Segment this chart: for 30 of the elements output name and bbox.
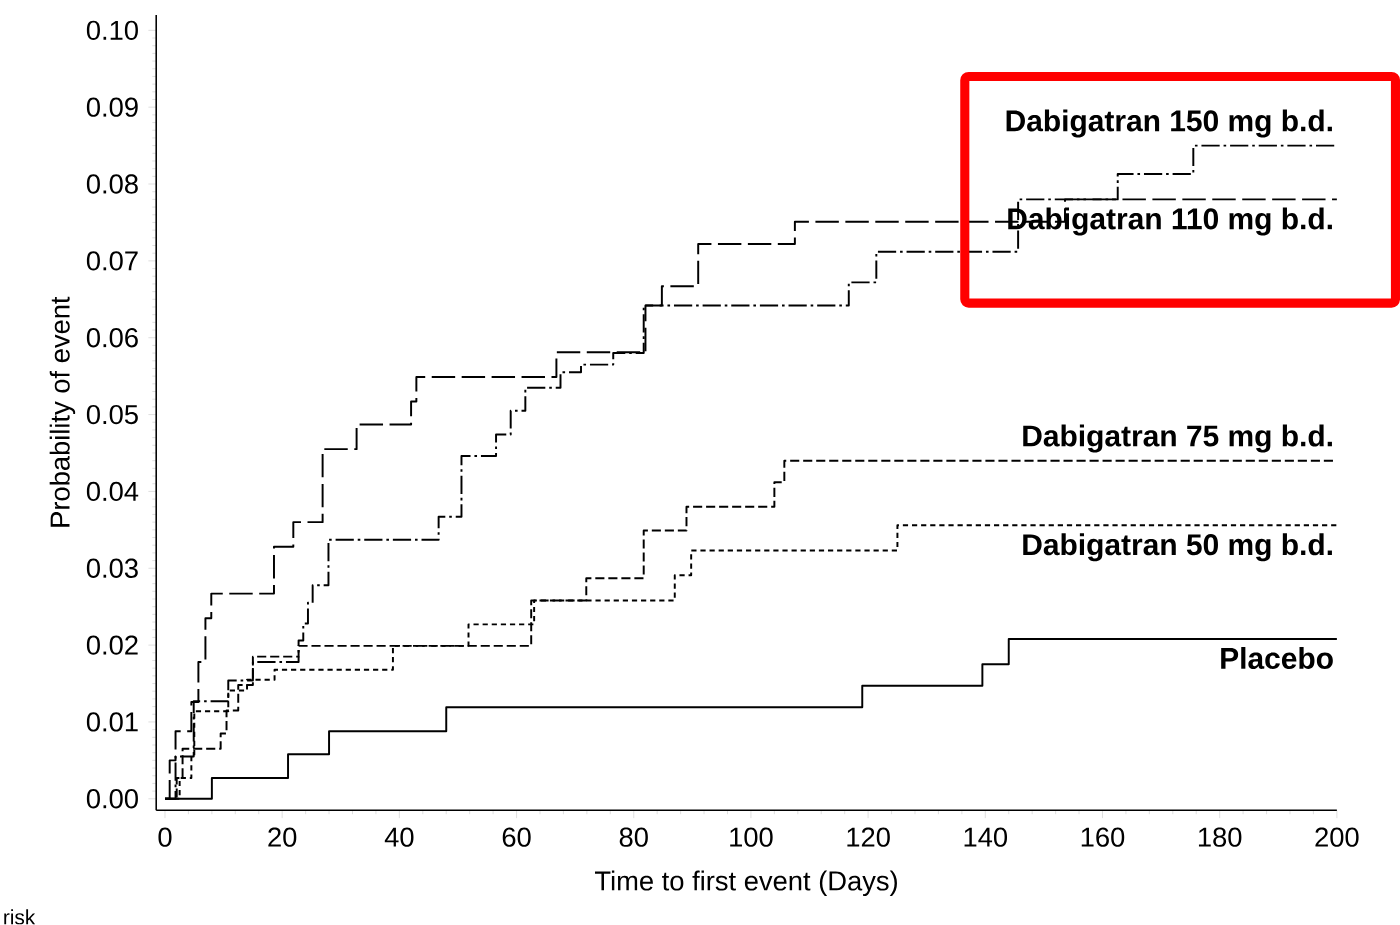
series-label: Placebo — [1221, 647, 1333, 670]
y-tick-label: 0.09 — [86, 97, 138, 118]
x-axis-title: Time to first event (Days) — [595, 870, 897, 897]
x-tick-label: 20 — [268, 827, 297, 848]
y-tick-label: 0.07 — [86, 251, 138, 271]
y-tick-label: 0.05 — [86, 405, 138, 425]
y-tick-label: 0.00 — [86, 789, 138, 809]
x-tick-label: 140 — [964, 827, 1008, 848]
x-tick-label: 0 — [158, 827, 172, 848]
y-tick-label: 0.08 — [86, 174, 138, 194]
y-tick-label: 0.06 — [86, 328, 138, 348]
x-tick-label: 40 — [384, 827, 414, 848]
y-tick-label: 0.04 — [86, 481, 139, 502]
x-tick-label: 200 — [1315, 827, 1359, 848]
series-label: Dabigatran 75 mg b.d. — [1023, 424, 1332, 453]
x-tick-label: 180 — [1198, 827, 1242, 848]
x-tick-label: 60 — [502, 827, 531, 848]
y-tick-label: 0.02 — [86, 635, 138, 655]
y-axis-title: Probability of event — [49, 296, 76, 527]
text: risk — [4, 909, 36, 925]
x-tick-label: 100 — [730, 827, 773, 848]
x-tick-label: 80 — [619, 827, 648, 848]
y-tick-label: 0.01 — [86, 712, 138, 732]
x-tick-label: 120 — [847, 827, 890, 848]
y-tick-label: 0.10 — [86, 20, 138, 41]
x-tick-label: 160 — [1081, 827, 1125, 848]
series-label: Dabigatran 110 mg b.d. — [1008, 207, 1332, 236]
series-label: Dabigatran 50 mg b.d. — [1023, 533, 1332, 562]
series-label: Dabigatran 150 mg b.d. — [1006, 109, 1332, 138]
y-tick-label: 0.03 — [86, 558, 138, 579]
